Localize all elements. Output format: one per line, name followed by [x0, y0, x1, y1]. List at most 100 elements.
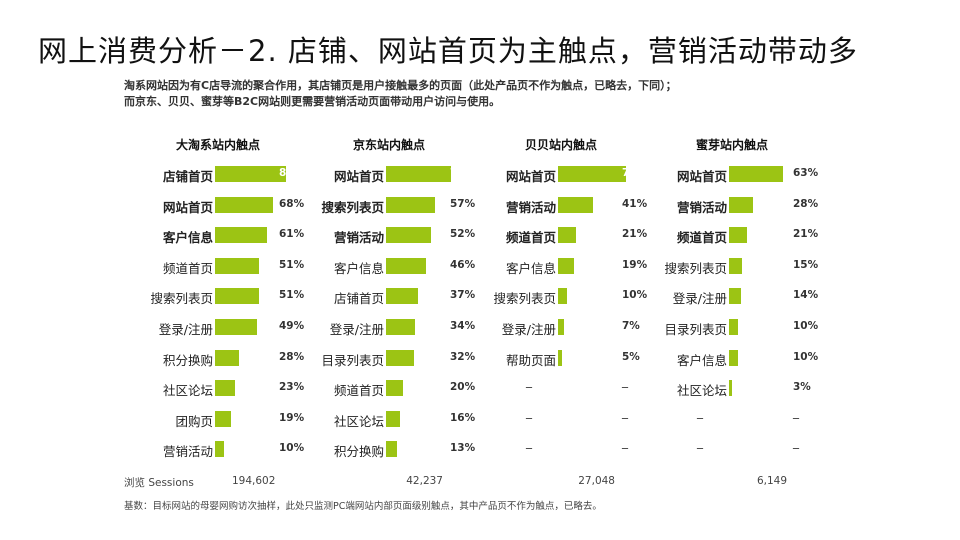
bar-row: 网站首页 76% — [314, 164, 484, 184]
bar — [215, 257, 259, 274]
category-label: 目录列表页 — [664, 322, 727, 337]
category-label: 客户信息 — [676, 352, 727, 368]
category-label: 频道首页 — [162, 260, 213, 276]
bar-row: 客户信息 61% — [143, 225, 313, 245]
category-label: 营销活动 — [676, 199, 727, 215]
category-label: 营销活动 — [505, 199, 556, 215]
bar-row: 营销活动 41% — [486, 195, 656, 215]
bar — [386, 227, 431, 244]
category-label: 团购页 — [175, 413, 213, 429]
bar-row: 登录/注册 14% — [657, 286, 827, 306]
category-label: 频道首页 — [333, 383, 384, 399]
bar-row: 频道首页 20% — [314, 378, 484, 398]
footnote: 基数：目标网站的母婴网购访次抽样，此处只监测PC端网站内部页面级别触点，其中产品… — [124, 501, 602, 512]
bar-row: 网站首页 63% — [657, 164, 827, 184]
bar-row: 目录列表页 32% — [314, 348, 484, 368]
chart-panel-2: 京东站内触点 网站首页 76% 搜索列表页 57% 营销活动 52% 客户信息 46% 店铺首页 3… — [314, 128, 484, 468]
value-label: 51% — [279, 258, 305, 271]
chart-panel-4: 蜜芽站内触点 网站首页 63% 营销活动 28% 频道首页 21% 搜索列表页 15% 登录/注册… — [657, 128, 827, 468]
value-label: 15% — [793, 258, 819, 271]
category-label: 营销活动 — [333, 230, 384, 246]
bar-row: 搜索列表页 15% — [657, 256, 827, 276]
value-label: 10% — [622, 289, 648, 302]
chart-panel-1: 大淘系站内触点店铺首页 82% 网站首页 68% 客户信息 61% 频道首页 51% 搜索列表页… — [143, 128, 313, 468]
value-label: 7% — [622, 320, 640, 332]
empty-row-dash: _ — [526, 435, 532, 450]
category-label: 登录/注册 — [329, 322, 384, 337]
bar — [729, 349, 738, 366]
bar-row: 客户信息 46% — [314, 256, 484, 276]
bar — [386, 380, 404, 397]
value-label: 82% — [279, 167, 305, 179]
sessions-label: 浏览 Sessions — [124, 477, 194, 489]
value-label: 28% — [279, 350, 305, 363]
bar-row: 网站首页 79% — [486, 164, 656, 184]
value-label: 10% — [279, 442, 305, 455]
bar — [729, 166, 784, 182]
category-label: 网站首页 — [505, 169, 556, 184]
bar — [558, 349, 563, 366]
bar-row: 网站首页 68% — [143, 195, 313, 215]
bar — [729, 257, 742, 274]
category-label: 网站首页 — [162, 199, 213, 215]
category-label: 登录/注册 — [158, 322, 213, 337]
bar — [558, 257, 575, 274]
value-label: 34% — [450, 320, 476, 332]
category-label: 积分换购 — [162, 352, 213, 368]
bar-row: 积分换购 13% — [314, 439, 484, 459]
value-label: 19% — [279, 411, 305, 424]
value-label: 10% — [793, 320, 819, 332]
bar-row: 团购页 19% — [143, 409, 313, 429]
value-label: 32% — [450, 350, 476, 363]
bar-row: 目录列表页 10% — [657, 317, 827, 337]
bar — [558, 196, 594, 213]
bar — [215, 441, 224, 458]
sessions-value: 27,048 — [578, 475, 615, 487]
category-label: 搜索列表页 — [493, 291, 556, 307]
bar-row: 店铺首页 82% — [143, 164, 313, 184]
category-label: 客户信息 — [162, 230, 213, 246]
value-label: 21% — [793, 228, 819, 241]
empty-row-dash: _ — [622, 374, 628, 389]
bar — [386, 196, 436, 213]
chart-panel-3: 贝贝站内触点 网站首页 79% 营销活动 41% 频道首页 21% 客户信息 19% 搜索列表页 1… — [486, 128, 656, 468]
bar-row: 积分换购 28% — [143, 348, 313, 368]
value-label: 37% — [450, 289, 476, 302]
bar-row: 帮助页面 5% — [486, 348, 656, 368]
value-label: 16% — [450, 411, 476, 424]
slide-description: 淘系网站因为有C店导流的聚合作用，其店铺页是用户接触最多的页面（此处产品页不作为… — [124, 78, 844, 110]
value-label: 61% — [279, 228, 305, 241]
bar-row: 社区论坛 23% — [143, 378, 313, 398]
bar — [386, 319, 416, 335]
bar — [215, 410, 232, 427]
empty-row-dash: _ — [793, 404, 799, 419]
description-line-2: 而京东、贝贝、蜜芽等B2C网站则更需要营销活动页面带动用户访问与使用。 — [124, 95, 501, 108]
category-label: 登录/注册 — [501, 322, 556, 337]
value-label: 21% — [622, 228, 648, 241]
bar — [558, 319, 565, 335]
bar-row: 搜索列表页 10% — [486, 286, 656, 306]
bar-row: 搜索列表页 51% — [143, 286, 313, 306]
sessions-value: 194,602 — [232, 475, 276, 487]
bar — [215, 319, 258, 335]
bar — [386, 441, 398, 458]
bar — [386, 288, 418, 305]
category-label: 帮助页面 — [505, 352, 556, 368]
bar-row: 社区论坛 16% — [314, 409, 484, 429]
value-label: 57% — [450, 197, 476, 210]
bar-row: 店铺首页 37% — [314, 286, 484, 306]
bar — [386, 410, 400, 427]
empty-row-dash: _ — [622, 435, 628, 450]
value-label: 13% — [450, 442, 476, 455]
bar-row: 登录/注册 49% — [143, 317, 313, 337]
bar-row: 频道首页 51% — [143, 256, 313, 276]
value-label: 49% — [279, 320, 305, 332]
empty-row-dash: _ — [526, 404, 532, 419]
bar — [215, 349, 240, 366]
bar — [215, 227, 268, 244]
panel-title: 大淘系站内触点 — [175, 138, 260, 152]
bar — [558, 288, 567, 305]
bar — [386, 166, 452, 182]
bar-row: 搜索列表页 57% — [314, 195, 484, 215]
bar-row: 营销活动 10% — [143, 439, 313, 459]
